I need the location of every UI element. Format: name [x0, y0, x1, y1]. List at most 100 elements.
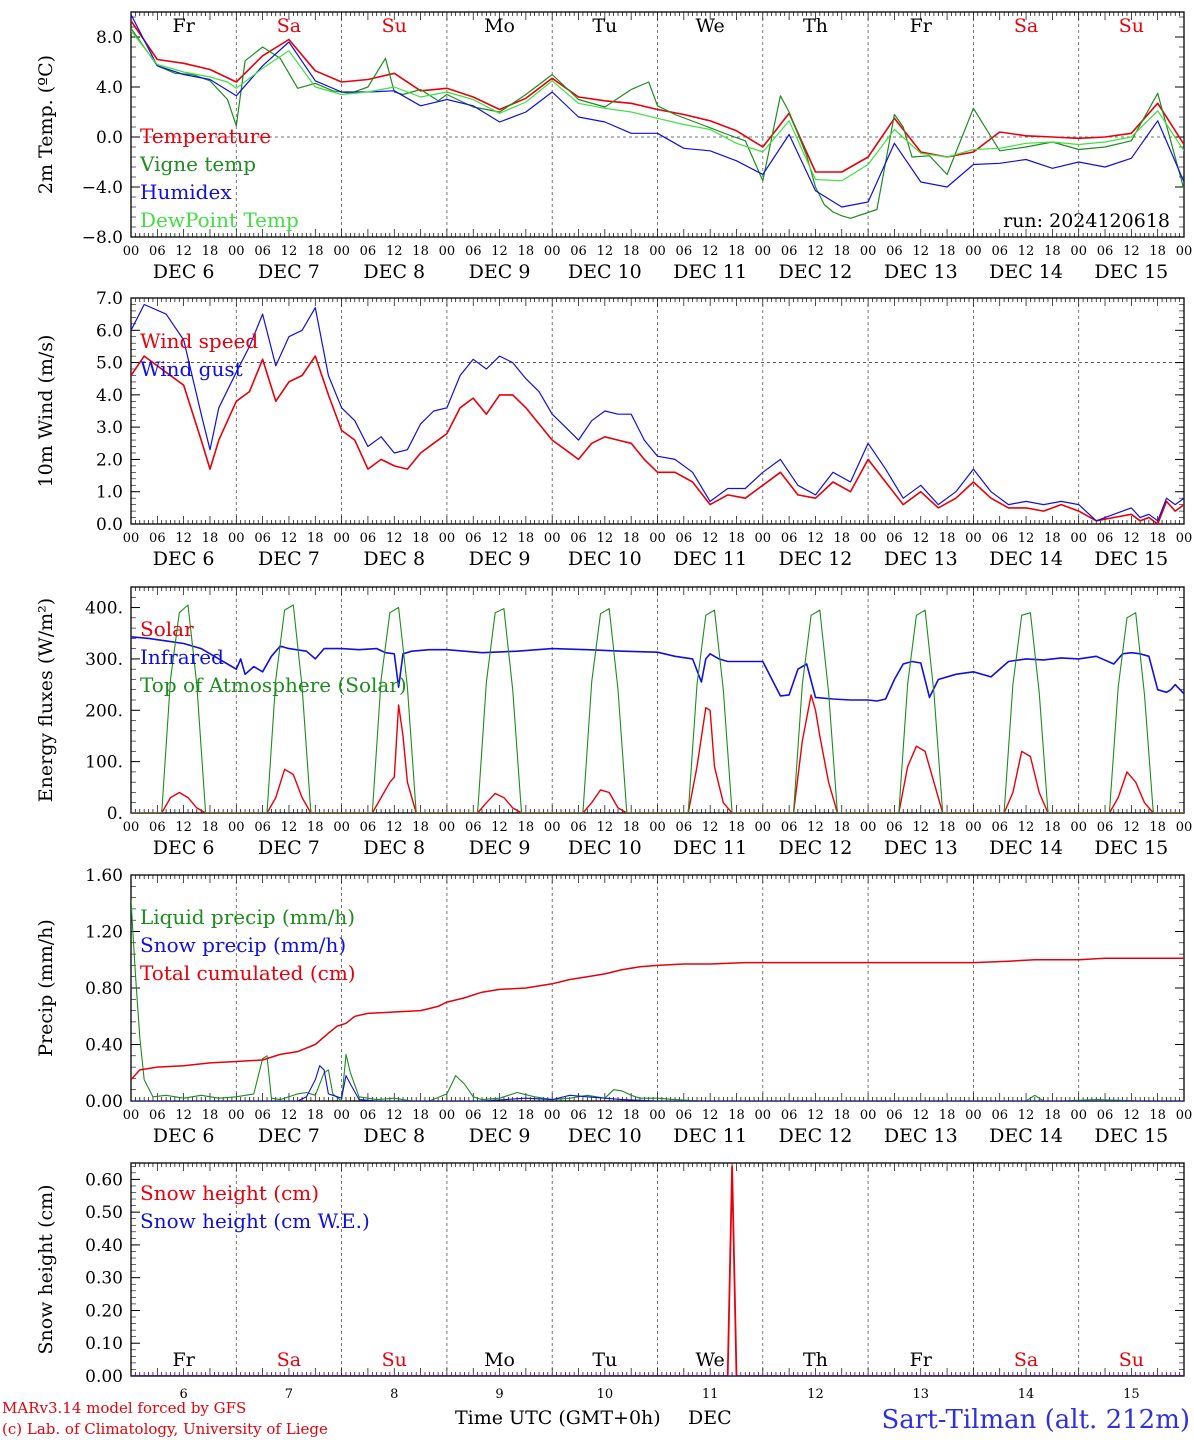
hour-tick-label: 18	[412, 1108, 429, 1123]
legend-entry: Top of Atmosphere (Solar)	[140, 673, 407, 697]
y-tick-label: 100.	[85, 753, 123, 773]
hour-tick-label: 00	[860, 1108, 877, 1123]
hour-tick-label: 00	[123, 1108, 140, 1123]
hour-tick-label: 18	[307, 244, 324, 259]
legend-entry: Infrared	[140, 645, 224, 669]
hour-tick-label: 00	[1176, 244, 1193, 259]
chart-panel-5: 0.60 0.50 0.40 0.30 0.20 0.10 0.00 Snow height …	[35, 1162, 1185, 1402]
hour-tick-label: 18	[834, 531, 851, 546]
day-label: DEC 13	[884, 548, 958, 570]
day-label: DEC 11	[673, 261, 747, 283]
hour-tick-label: 06	[149, 820, 166, 835]
day-number-label: 10	[597, 1387, 614, 1402]
day-number-label: 9	[495, 1387, 503, 1402]
hour-tick-label: 00	[439, 244, 456, 259]
series-group	[131, 604, 1184, 813]
hour-tick-label: 18	[623, 531, 640, 546]
day-label: DEC 9	[469, 837, 531, 859]
y-axis-title: 10m Wind (m/s)	[35, 335, 57, 488]
hour-tick-label: 06	[465, 1108, 482, 1123]
day-label: DEC 14	[989, 837, 1063, 859]
hour-tick-label: 12	[912, 244, 929, 259]
y-tick-label: 0.10	[85, 1334, 123, 1354]
hour-tick-label: 18	[518, 531, 535, 546]
hour-tick-label: 18	[1149, 1108, 1166, 1123]
hour-tick-label: 06	[676, 820, 693, 835]
weekday-label: Sa	[277, 15, 301, 37]
day-label: DEC 10	[568, 1125, 642, 1147]
series-line-dewpoint-temp	[131, 30, 1184, 182]
hour-tick-label: 00	[755, 531, 772, 546]
hour-tick-label: 12	[491, 1108, 508, 1123]
hour-tick-label: 12	[1123, 1108, 1140, 1123]
hour-tick-label: 12	[807, 244, 824, 259]
hour-tick-label: 12	[386, 531, 403, 546]
day-label: DEC 13	[884, 837, 958, 859]
y-tick-label: 4.0	[96, 386, 123, 406]
legend-entry: DewPoint Temp	[140, 208, 299, 232]
hour-tick-label: 18	[939, 820, 956, 835]
hour-tick-label: 06	[254, 531, 271, 546]
hour-tick-label: 12	[1018, 820, 1035, 835]
hour-tick-label: 06	[781, 1108, 798, 1123]
hour-tick-label: 18	[202, 820, 219, 835]
series-group	[131, 1165, 1184, 1376]
hour-tick-label: 12	[1018, 244, 1035, 259]
hour-tick-label: 00	[228, 531, 245, 546]
hour-tick-label: 06	[886, 1108, 903, 1123]
day-number-label: 11	[702, 1387, 719, 1402]
series-line-temperature	[131, 20, 1184, 173]
y-axis-title: Precip (mm/h)	[35, 919, 57, 1057]
y-tick-label: 400.	[85, 599, 123, 619]
hour-tick-label: 12	[281, 531, 298, 546]
hour-tick-label: 06	[781, 244, 798, 259]
hour-tick-label: 06	[1097, 244, 1114, 259]
hour-tick-label: 12	[597, 1108, 614, 1123]
legend-entry: Wind speed	[140, 329, 258, 353]
hour-tick-label: 00	[860, 244, 877, 259]
series-line-snow-height-cm-	[131, 1165, 1184, 1376]
hour-tick-label: 18	[1149, 244, 1166, 259]
hour-tick-label: 06	[254, 820, 271, 835]
hour-tick-label: 18	[939, 531, 956, 546]
y-tick-label: 200.	[85, 701, 123, 721]
plot-frame	[130, 11, 1185, 238]
day-label: DEC 13	[884, 261, 958, 283]
legend-entry: Liquid precip (mm/h)	[140, 905, 355, 929]
day-label: DEC 7	[258, 1125, 320, 1147]
series-group	[131, 14, 1184, 219]
hour-tick-label: 00	[544, 531, 561, 546]
y-tick-label: 0.60	[85, 1170, 123, 1190]
y-tick-label: 0.30	[85, 1269, 123, 1289]
hour-tick-label: 12	[702, 1108, 719, 1123]
hour-tick-label: 00	[1070, 244, 1087, 259]
hour-tick-label: 12	[1018, 531, 1035, 546]
hour-tick-label: 00	[860, 531, 877, 546]
hour-tick-label: 00	[965, 244, 982, 259]
y-tick-label: 0.40	[85, 1236, 123, 1256]
y-tick-label: 0.00	[85, 1092, 123, 1112]
hour-tick-label: 18	[307, 531, 324, 546]
day-label: DEC 10	[568, 548, 642, 570]
day-label: DEC 15	[1094, 1125, 1168, 1147]
y-tick-label: 0.50	[85, 1203, 123, 1223]
hour-tick-label: 00	[333, 1108, 350, 1123]
hour-tick-label: 06	[360, 244, 377, 259]
hour-tick-label: 00	[333, 531, 350, 546]
hour-tick-label: 18	[1044, 244, 1061, 259]
day-label: DEC 15	[1094, 261, 1168, 283]
hour-tick-label: 06	[465, 244, 482, 259]
weekday-label: Fr	[173, 1349, 196, 1371]
hour-tick-label: 12	[912, 531, 929, 546]
hour-tick-label: 06	[465, 820, 482, 835]
hour-tick-label: 00	[228, 244, 245, 259]
hour-tick-label: 18	[623, 244, 640, 259]
y-tick-label: 1.0	[96, 483, 123, 503]
legend-entry: Total cumulated (cm)	[140, 961, 356, 985]
weekday-label: We	[696, 1349, 725, 1371]
series-line-humidex	[131, 14, 1184, 208]
hour-tick-label: 00	[965, 1108, 982, 1123]
hour-tick-label: 06	[149, 531, 166, 546]
series-group	[131, 303, 1184, 524]
series-line-wind-gust	[131, 303, 1184, 522]
